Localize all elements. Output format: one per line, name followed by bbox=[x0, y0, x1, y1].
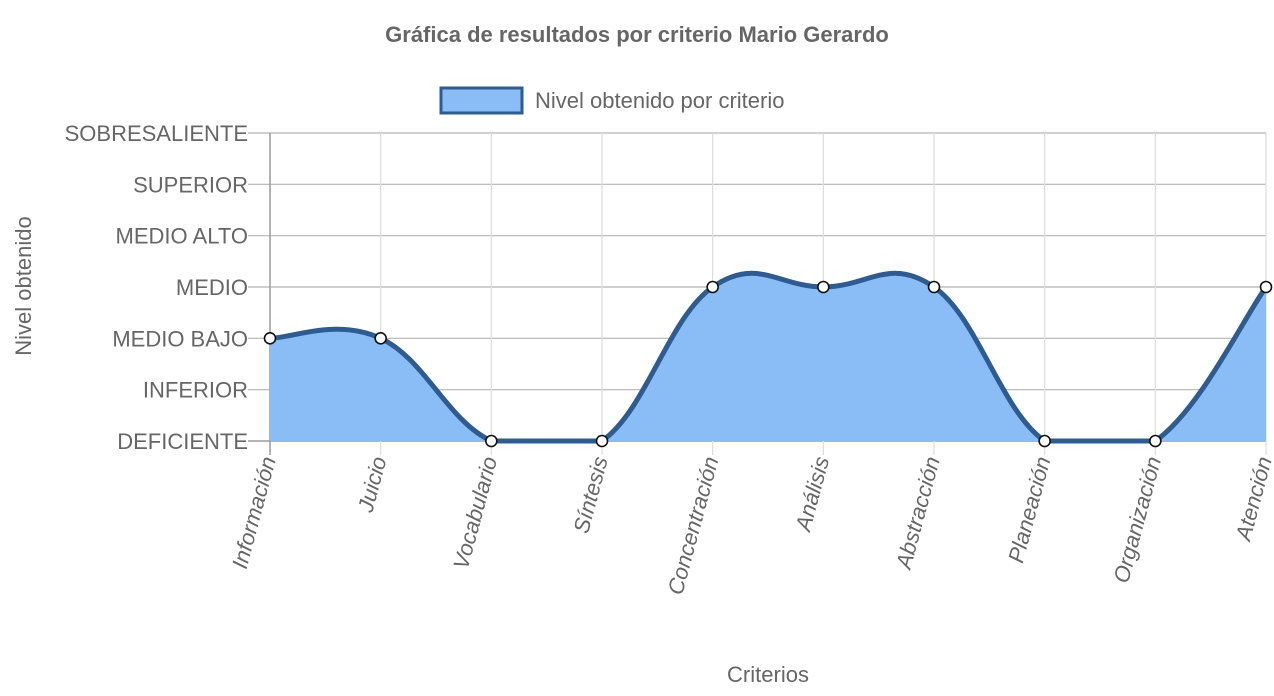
x-tick-label: Planeación bbox=[1003, 454, 1055, 566]
x-tick-label: Atención bbox=[1230, 454, 1274, 545]
x-tick-labels: Información Juicio Vocabulario Síntesis Conc… bbox=[227, 454, 1274, 598]
data-point[interactable] bbox=[927, 280, 941, 294]
data-point[interactable] bbox=[595, 434, 609, 448]
y-tick-label: MEDIO BAJO bbox=[112, 326, 248, 351]
data-points bbox=[263, 280, 1273, 448]
data-point[interactable] bbox=[1038, 434, 1051, 448]
x-tick-label: Concentración bbox=[663, 454, 724, 598]
legend-label: Nivel obtenido por criterio bbox=[535, 88, 784, 113]
data-point[interactable] bbox=[706, 280, 719, 294]
y-axis-label: Nivel obtenido bbox=[11, 216, 36, 355]
x-tick-label: Juicio bbox=[353, 454, 392, 516]
x-tick-label: Síntesis bbox=[568, 454, 612, 536]
data-point[interactable] bbox=[817, 280, 830, 294]
x-tick-label: Vocabulario bbox=[448, 454, 502, 572]
data-point[interactable] bbox=[1259, 280, 1273, 294]
y-tick-label: SOBRESALIENTE bbox=[65, 121, 248, 146]
y-tick-label: SUPERIOR bbox=[133, 172, 248, 197]
y-tick-label: INFERIOR bbox=[143, 378, 248, 403]
series-fill bbox=[270, 273, 1266, 441]
x-tick-label: Información bbox=[227, 454, 281, 572]
legend-swatch bbox=[439, 86, 524, 115]
data-point[interactable] bbox=[1149, 434, 1162, 448]
y-tick-label: DEFICIENTE bbox=[117, 429, 248, 454]
y-tick-labels: DEFICIENTE INFERIOR MEDIO BAJO MEDIO MEDIO A… bbox=[65, 121, 248, 454]
x-tick-label: Abstracción bbox=[890, 454, 944, 573]
x-tick-label: Organización bbox=[1108, 454, 1166, 586]
series-line bbox=[269, 270, 1269, 444]
x-tick-label: Análisis bbox=[790, 454, 834, 536]
data-point[interactable] bbox=[374, 332, 387, 345]
legend[interactable]: Nivel obtenido por criterio bbox=[439, 86, 784, 115]
y-tick-label: MEDIO ALTO bbox=[116, 224, 248, 249]
data-point[interactable] bbox=[263, 332, 277, 345]
data-point[interactable] bbox=[485, 434, 498, 448]
series-area bbox=[269, 270, 1269, 444]
x-axis-label: Criterios bbox=[727, 662, 809, 687]
y-tick-label: MEDIO bbox=[176, 275, 248, 300]
chart-title: Gráfica de resultados por criterio Mario… bbox=[385, 22, 889, 47]
